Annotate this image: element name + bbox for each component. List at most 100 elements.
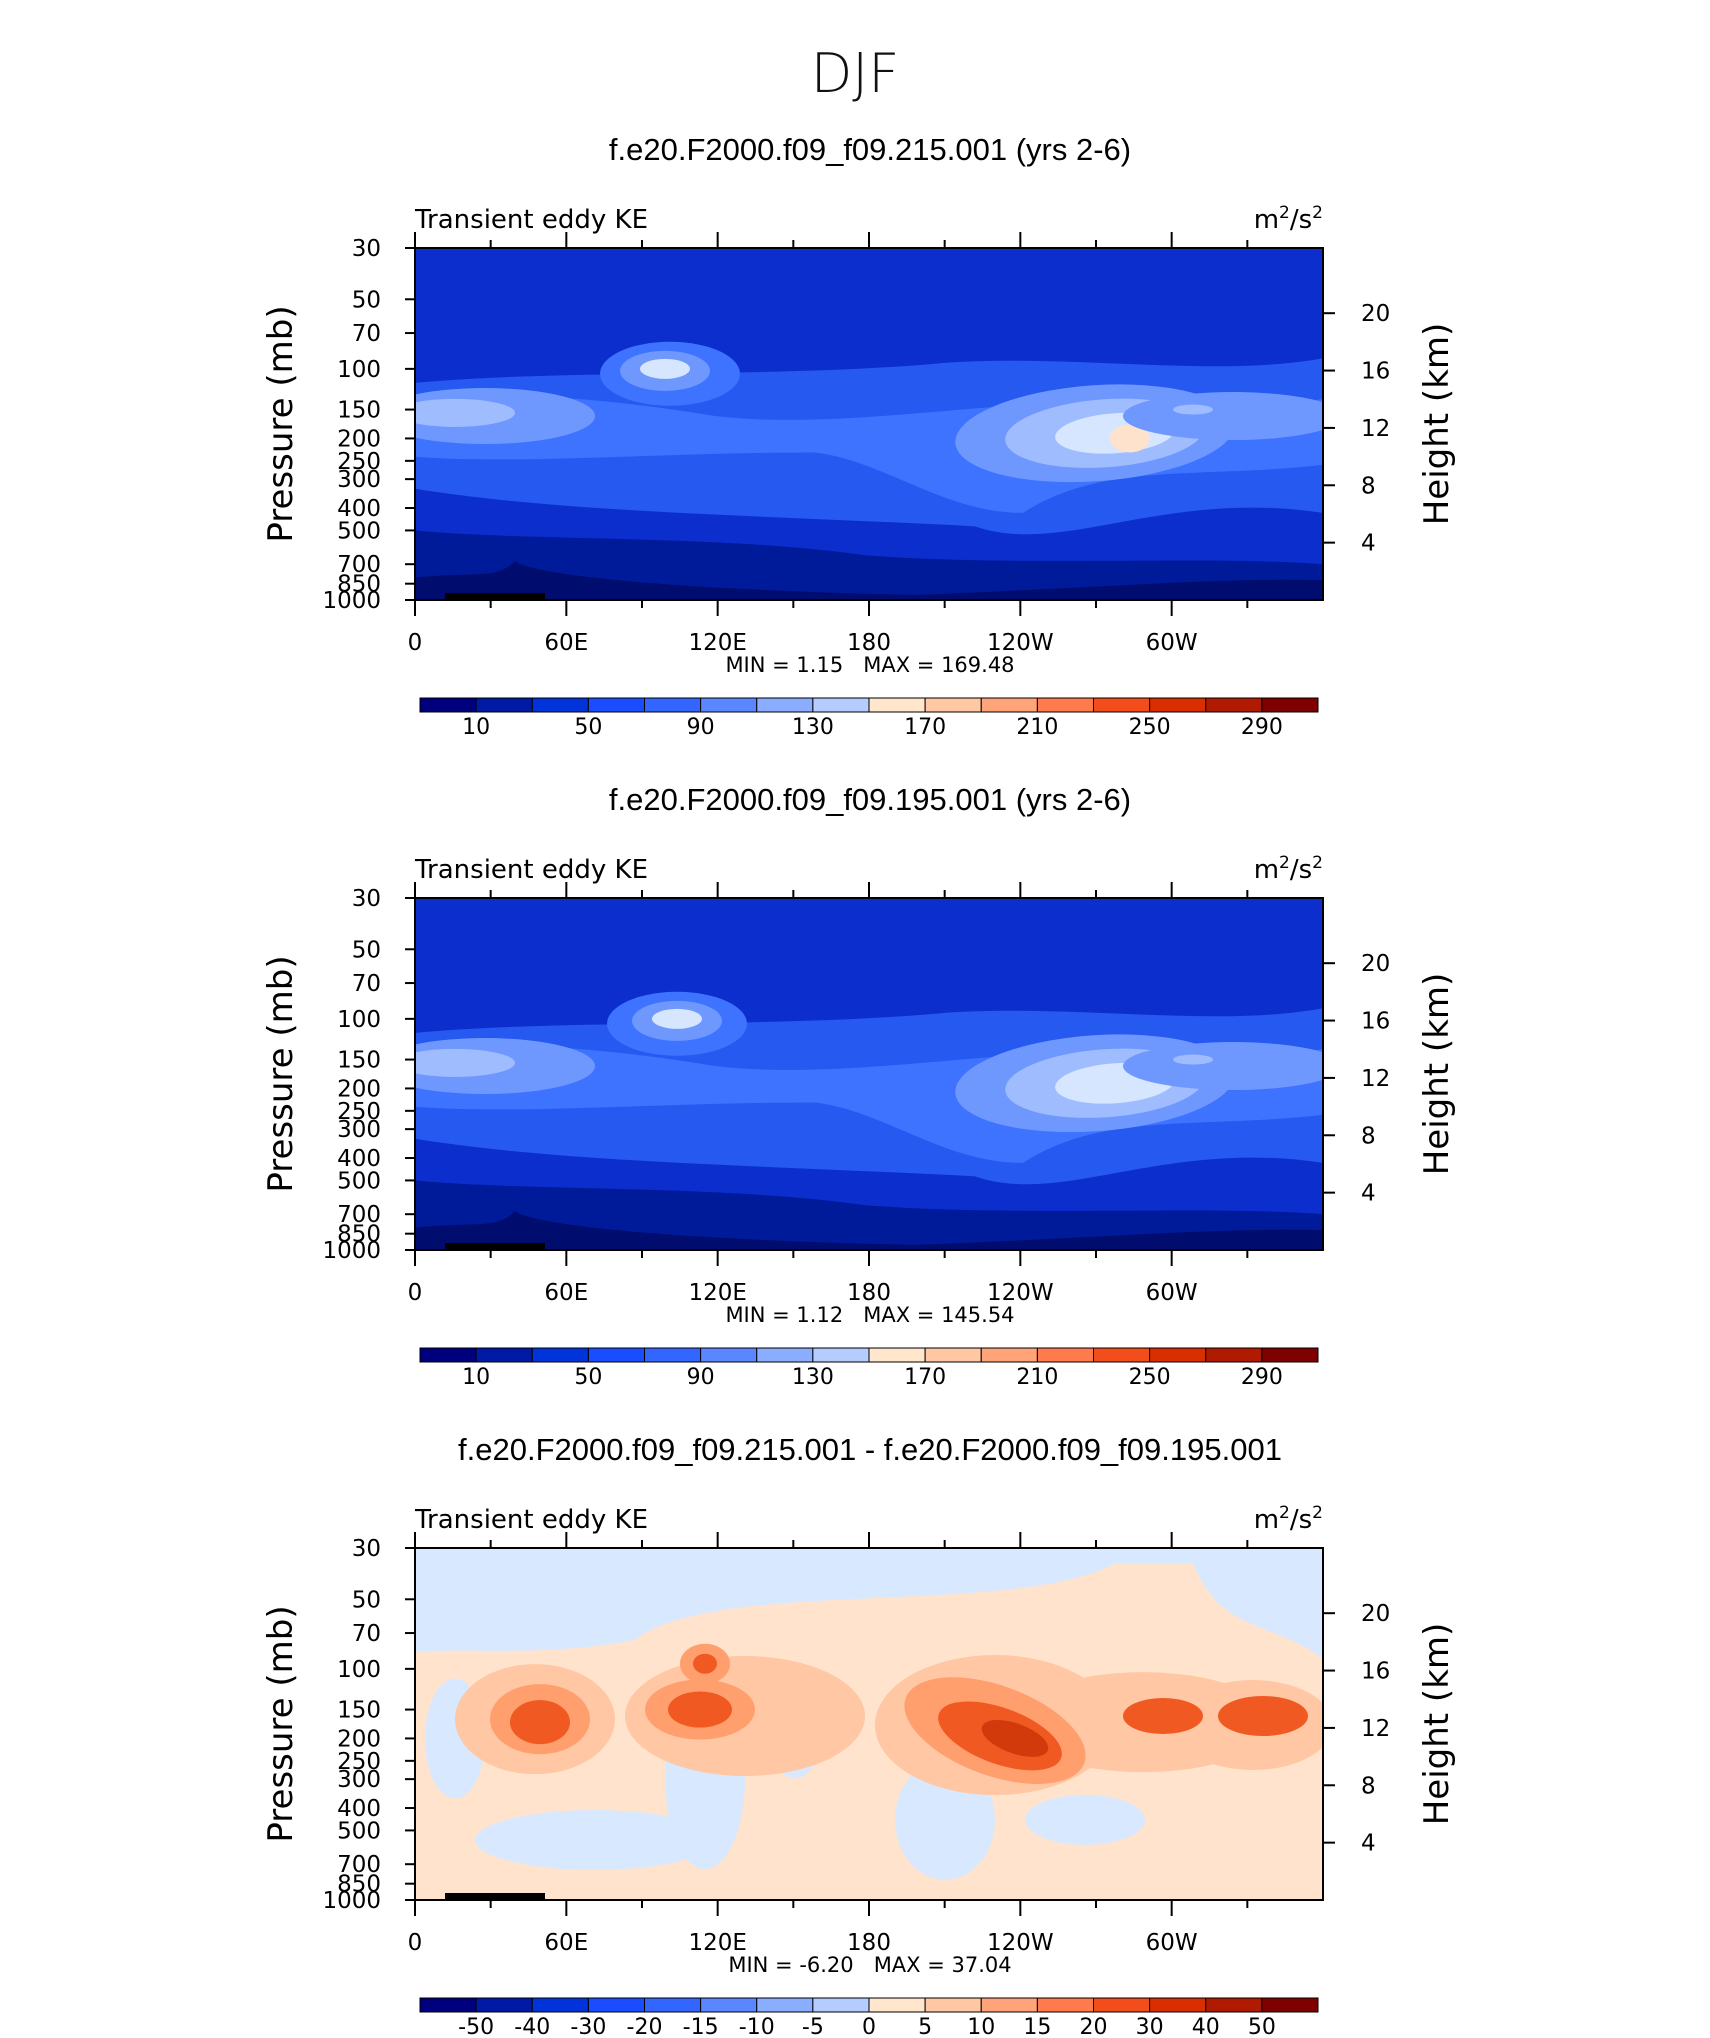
colorbar-label: 10 [462, 1365, 490, 1390]
lon-tick-label: 0 [408, 630, 423, 656]
colorbar-swatch [475, 1347, 533, 1363]
contour-surface [415, 561, 1323, 600]
units-string: m2/s2 [1254, 853, 1323, 885]
pressure-tick-label: 30 [352, 1536, 381, 1562]
pressure-tick-label: 300 [337, 1117, 381, 1143]
colorbar-swatch [531, 1347, 589, 1363]
pressure-tick-label: 500 [337, 1818, 381, 1844]
lon-tick-label: 60E [544, 630, 588, 656]
lon-tick-label: 0 [408, 1280, 423, 1306]
colorbar-swatch [1149, 1997, 1207, 2013]
page-title: DJF [811, 42, 900, 105]
pressure-tick-label: 30 [352, 886, 381, 912]
right-axis-label: Height (km) [1417, 323, 1457, 526]
pressure-tick-label: 50 [352, 1587, 381, 1613]
space [854, 1953, 874, 1977]
panel-1: f.e20.F2000.f09_f09.215.001 (yrs 2-6) Tra… [261, 132, 1457, 740]
topography-mask [445, 593, 545, 600]
min-value: 1.12 [796, 1303, 843, 1327]
pressure-tick-label: 200 [337, 1726, 381, 1752]
left-axis-label: Pressure (mb) [261, 1605, 301, 1842]
lon-tick-label: 180 [847, 1280, 891, 1306]
colorbar-swatch [924, 1347, 982, 1363]
lon-tick-label: 120E [688, 630, 746, 656]
colorbar-swatch [1205, 697, 1263, 713]
colorbar-swatch [756, 1347, 814, 1363]
height-tick-label: 8 [1361, 1773, 1376, 1799]
upper-blob-core [640, 358, 690, 379]
lon-tick-label: 0 [408, 1930, 423, 1956]
lon-tick-label: 120W [987, 1280, 1054, 1306]
lon-tick-label: 60W [1146, 1930, 1198, 1956]
pressure-tick-label: 100 [337, 1007, 381, 1033]
left-string: Transient eddy KE [414, 205, 648, 235]
colorbar-swatch [587, 1347, 645, 1363]
space [790, 1303, 797, 1327]
lon-tick-label: 60W [1146, 1280, 1198, 1306]
positive-region-peak [668, 1691, 732, 1728]
colorbar-label: 130 [792, 1365, 834, 1390]
space [793, 1953, 800, 1977]
colorbar-label: 210 [1016, 715, 1058, 740]
pressure-tick-label: 300 [337, 1767, 381, 1793]
height-tick-label: 4 [1361, 1831, 1376, 1857]
units-exponent: 2 [1279, 203, 1290, 223]
pressure-tick-label: 500 [337, 1168, 381, 1194]
min-label: MIN = [728, 1953, 792, 1977]
pressure-tick-label: 1000 [322, 588, 381, 614]
colorbar-label: 30 [1136, 2015, 1164, 2038]
height-tick-label: 4 [1361, 531, 1376, 557]
pressure-tick-label: 50 [352, 287, 381, 313]
right-axis-label: Height (km) [1417, 1623, 1457, 1826]
max-value: 169.48 [941, 653, 1014, 677]
pressure-tick-label: 250 [337, 449, 381, 475]
pressure-tick-label: 700 [337, 552, 381, 578]
colorbar-swatch [1149, 1347, 1207, 1363]
pressure-tick-label: 100 [337, 1657, 381, 1683]
units-mid: /s [1290, 205, 1312, 235]
colorbar-label: 10 [462, 715, 490, 740]
units-mid: /s [1290, 855, 1312, 885]
left-axis-label: Pressure (mb) [261, 305, 301, 542]
right-axis-label: Height (km) [1417, 973, 1457, 1176]
pressure-tick-label: 500 [337, 518, 381, 544]
contour-surface [415, 1211, 1323, 1250]
colorbar-swatch [980, 697, 1038, 713]
left-axis-label: Pressure (mb) [261, 955, 301, 1192]
units-exponent: 2 [1279, 853, 1290, 873]
lon-tick-label: 120E [688, 1280, 746, 1306]
negative-region-top [415, 1548, 1323, 1659]
colorbar-swatch [868, 1347, 926, 1363]
colorbar-swatch [475, 697, 533, 713]
colorbar-swatch [475, 1997, 533, 2013]
negative-region [1025, 1794, 1145, 1845]
height-tick-label: 16 [1361, 1009, 1390, 1035]
max-value: 145.54 [941, 1303, 1014, 1327]
colorbar-swatch [756, 697, 814, 713]
pressure-tick-label: 1000 [322, 1888, 381, 1914]
colorbar-label: -50 [458, 2015, 494, 2038]
topography-mask [445, 1243, 545, 1250]
colorbar-label: -20 [627, 2015, 663, 2038]
space [843, 1303, 863, 1327]
pacific-jet-peak [1110, 424, 1150, 453]
colorbar-label: 5 [918, 2015, 932, 2038]
panels-group: f.e20.F2000.f09_f09.215.001 (yrs 2-6) Tra… [261, 132, 1457, 2038]
colorbar-label: -10 [739, 2015, 775, 2038]
colorbar-swatch [1093, 1347, 1151, 1363]
panel-2: f.e20.F2000.f09_f09.195.001 (yrs 2-6) Tra… [261, 782, 1457, 1390]
colorbar-swatch [812, 697, 870, 713]
pressure-tick-label: 300 [337, 467, 381, 493]
min-label: MIN = [725, 1303, 789, 1327]
atlantic-jet-core [1123, 1042, 1323, 1091]
colorbar-swatch [644, 1347, 702, 1363]
pressure-tick-label: 50 [352, 937, 381, 963]
units-exponent: 2 [1312, 853, 1323, 873]
pressure-tick-label: 850 [337, 1872, 381, 1898]
colorbar-label: 40 [1192, 2015, 1220, 2038]
height-tick-label: 12 [1361, 416, 1390, 442]
colorbar-swatch [419, 1997, 477, 2013]
colorbar-swatch [1036, 1997, 1094, 2013]
height-tick-label: 20 [1361, 951, 1390, 977]
